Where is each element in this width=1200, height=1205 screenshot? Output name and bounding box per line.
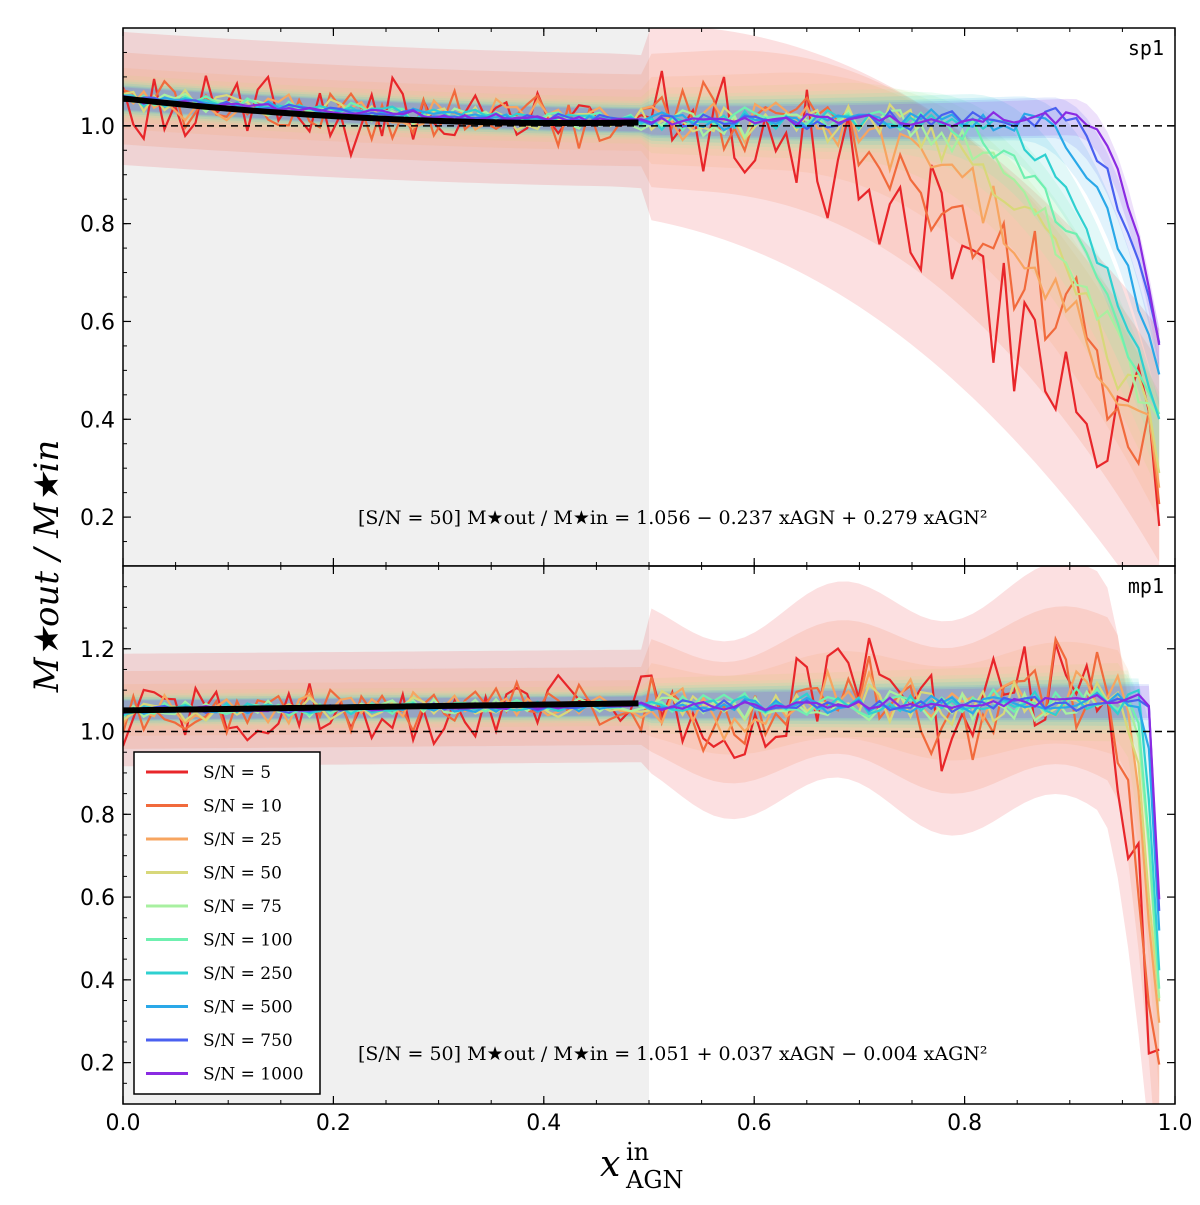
- legend: S/N = 5 S/N = 10 S/N = 25 S/N = 50 S/N = 75 S…: [133, 751, 321, 1095]
- legend-box: [133, 751, 321, 1095]
- y-tick-label-sp1: 0.8: [80, 213, 115, 238]
- panel-sp1: 0.2 0.4 0.6 0.8 1.0 sp1 [S/N = 50] M★out / M…: [80, 27, 1176, 567]
- error-band-mp1-0: [123, 566, 1160, 1104]
- x-tick-label: 0.4: [526, 1111, 561, 1136]
- series-line-mp1-5: [123, 686, 1161, 989]
- legend-label: S/N = 500: [203, 998, 293, 1018]
- y-tick-label-mp1: 1.0: [80, 721, 115, 746]
- x-label-sup: in: [626, 1138, 649, 1166]
- y-tick-label-mp1: 0.4: [80, 969, 115, 994]
- error-band-mp1-2: [123, 641, 1160, 1097]
- fit-curve-mp1: [122, 700, 639, 714]
- fit-annotation-mp1: [S/N = 50] M★out / M★in = 1.051 + 0.037 …: [358, 1043, 988, 1065]
- legend-label: S/N = 10: [203, 797, 282, 817]
- y-tick-label-sp1: 1.0: [80, 115, 115, 140]
- fit-annotation-sp1: [S/N = 50] M★out / M★in = 1.056 − 0.237 …: [358, 507, 988, 529]
- x-axis-label: x in AGN: [600, 1138, 684, 1194]
- y-tick-label-mp1: 0.6: [80, 886, 115, 911]
- y-ticks-mp1: 0.2 0.4 0.6 0.8 1.0 1.2: [80, 586, 1175, 1105]
- error-band-mp1-1: [123, 606, 1160, 1104]
- panel-tag-mp1: mp1: [1128, 574, 1164, 598]
- error-band-sp1-1: [123, 50, 1160, 562]
- x-tick-label: 0.0: [106, 1111, 141, 1136]
- x-tick-label: 0.2: [316, 1111, 351, 1136]
- panel-tag-sp1: sp1: [1128, 36, 1164, 60]
- legend-label: S/N = 1000: [203, 1065, 304, 1085]
- panel-mp1: 0.2 0.4 0.6 0.8 1.0 1.2 0.0 0.2 0.4 0.6 0.8 1.0 mp…: [80, 28, 1193, 1136]
- x-label-sub: AGN: [625, 1166, 684, 1194]
- x-label-main: x: [600, 1144, 620, 1185]
- x-tick-label: 0.8: [947, 1111, 982, 1136]
- legend-label: S/N = 50: [203, 864, 282, 884]
- legend-label: S/N = 75: [203, 897, 282, 917]
- y-ticks-sp1: 0.2 0.4 0.6 0.8 1.0: [80, 51, 1175, 567]
- x-tick-label: 1.0: [1158, 1111, 1193, 1136]
- y-axis-label: M★out / M★in: [27, 440, 67, 693]
- series-line-sp1-9: [123, 95, 1161, 346]
- x-tick-label: 0.6: [737, 1111, 772, 1136]
- y-tick-label-sp1: 0.4: [80, 408, 115, 433]
- legend-label: S/N = 250: [203, 964, 293, 984]
- fit-curve-sp1: [122, 95, 639, 127]
- y-tick-label-mp1: 0.2: [80, 1052, 115, 1077]
- x-ticks: 0.0 0.2 0.4 0.6 0.8 1.0: [106, 28, 1193, 1136]
- legend-label: S/N = 25: [203, 830, 282, 850]
- error-band-sp1-2: [123, 67, 1160, 521]
- y-tick-label-sp1: 0.6: [80, 310, 115, 335]
- y-tick-label-mp1: 0.8: [80, 803, 115, 828]
- error-band-mp1-3: [123, 662, 1160, 1053]
- legend-label: S/N = 5: [203, 763, 271, 783]
- error-band-sp1-0: [123, 28, 1160, 566]
- y-tick-label-mp1: 1.2: [80, 638, 115, 663]
- legend-label: S/N = 750: [203, 1031, 293, 1051]
- series-line-mp1-0: [123, 637, 1160, 1055]
- y-tick-label-sp1: 0.2: [80, 506, 115, 531]
- error-band-sp1-8: [123, 86, 1160, 370]
- legend-label: S/N = 100: [203, 931, 293, 951]
